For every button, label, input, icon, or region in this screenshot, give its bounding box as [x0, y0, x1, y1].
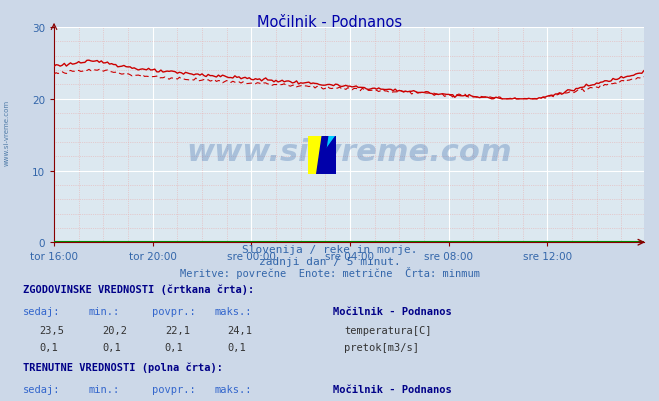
Text: ZGODOVINSKE VREDNOSTI (črtkana črta):: ZGODOVINSKE VREDNOSTI (črtkana črta): [23, 284, 254, 294]
Text: 24,1: 24,1 [227, 325, 252, 335]
Text: www.si-vreme.com: www.si-vreme.com [186, 138, 512, 167]
Text: min.:: min.: [89, 384, 120, 394]
Text: povpr.:: povpr.: [152, 384, 195, 394]
Bar [322, 136, 336, 174]
Text: 22,1: 22,1 [165, 325, 190, 335]
Text: maks.:: maks.: [214, 384, 252, 394]
Text: sedaj:: sedaj: [23, 384, 61, 394]
Text: zadnji dan / 5 minut.: zadnji dan / 5 minut. [258, 257, 401, 267]
Text: 20,2: 20,2 [102, 325, 127, 335]
Text: Meritve: povrečne  Enote: metrične  Črta: minmum: Meritve: povrečne Enote: metrične Črta: … [179, 267, 480, 279]
Text: www.si-vreme.com: www.si-vreme.com [3, 99, 10, 165]
Bar [308, 136, 322, 174]
Text: maks.:: maks.: [214, 306, 252, 316]
Text: Močilnik - Podnanos: Močilnik - Podnanos [333, 306, 451, 316]
Text: 0,1: 0,1 [40, 342, 58, 352]
Text: 0,1: 0,1 [102, 342, 121, 352]
Text: 23,5: 23,5 [40, 325, 65, 335]
Text: temperatura[C]: temperatura[C] [344, 325, 432, 335]
Text: Močilnik - Podnanos: Močilnik - Podnanos [257, 15, 402, 30]
Text: povpr.:: povpr.: [152, 306, 195, 316]
Text: Slovenija / reke in morje.: Slovenija / reke in morje. [242, 245, 417, 255]
Text: min.:: min.: [89, 306, 120, 316]
Text: pretok[m3/s]: pretok[m3/s] [344, 342, 419, 352]
Text: 0,1: 0,1 [227, 342, 246, 352]
Polygon shape [322, 136, 336, 174]
Text: TRENUTNE VREDNOSTI (polna črta):: TRENUTNE VREDNOSTI (polna črta): [23, 362, 223, 372]
Text: 0,1: 0,1 [165, 342, 183, 352]
Text: sedaj:: sedaj: [23, 306, 61, 316]
Text: Močilnik - Podnanos: Močilnik - Podnanos [333, 384, 451, 394]
Polygon shape [317, 136, 328, 174]
